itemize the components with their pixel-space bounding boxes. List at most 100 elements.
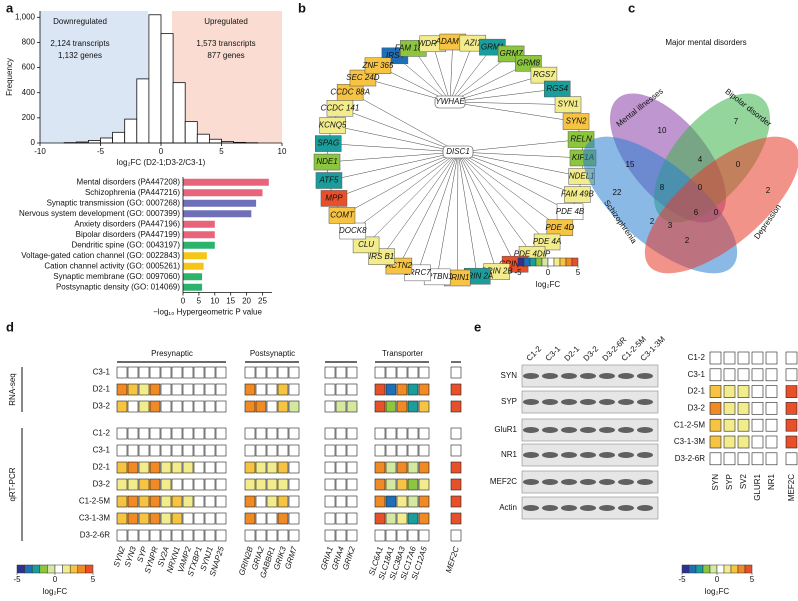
heatmap-cell — [138, 444, 150, 457]
heatmap-cell — [215, 400, 227, 413]
colorbar-tick-label: 5 — [91, 575, 96, 584]
heatmap-cell — [407, 478, 419, 491]
heatmap-cell — [204, 400, 216, 413]
x-tick-label: 0 — [159, 147, 164, 156]
colorbar-swatch — [31, 564, 41, 574]
blot-band — [580, 399, 596, 405]
heatmap-cell — [215, 444, 227, 457]
heatmap-cell — [450, 444, 462, 457]
gene-label: SYN2 — [566, 117, 587, 126]
edge — [457, 151, 561, 228]
heatmap-cell — [160, 366, 172, 379]
edge — [457, 151, 583, 159]
heatmap-cell — [450, 529, 462, 542]
colorbar-tick-label: 0 — [715, 575, 720, 584]
heatmap-cell — [374, 444, 386, 457]
row-label: C1-2-5M — [79, 497, 110, 506]
heatmap-cell — [374, 400, 386, 413]
heatmap-cell — [149, 495, 161, 508]
histogram-bar — [184, 121, 198, 144]
x-axis-label: −log₁₀ Hypergeometric P value — [153, 308, 262, 317]
heatmap-cell — [374, 495, 386, 508]
heatmap-cell — [244, 529, 256, 542]
heatmap-cell — [288, 427, 300, 440]
gene-label: COMT — [330, 211, 355, 220]
heatmap-cell — [193, 495, 205, 508]
x-tick-label: 5 — [219, 147, 224, 156]
bar — [183, 283, 203, 291]
edge — [449, 74, 544, 103]
edge — [350, 92, 459, 153]
heatmap-cell — [385, 383, 397, 396]
heatmap-cell — [160, 444, 172, 457]
heatmap-cell — [324, 478, 336, 491]
histogram-bar — [208, 138, 222, 144]
heatmap-cell — [737, 368, 750, 382]
heatmap-cell — [266, 512, 278, 525]
heatmap-cell — [160, 427, 172, 440]
colorbar-swatch — [39, 564, 48, 574]
colorbar-swatch — [702, 564, 711, 574]
gene-node — [533, 233, 561, 251]
heatmap-cell — [160, 400, 172, 413]
venn-count: 2 — [766, 186, 771, 195]
heatmap-cell — [266, 400, 278, 413]
edge — [449, 43, 474, 103]
heatmap-cell — [266, 383, 278, 396]
colorbar-tick-label: -5 — [514, 268, 522, 277]
histogram-bar — [100, 137, 113, 144]
heatmap-cell — [193, 400, 205, 413]
blot-band — [599, 505, 615, 511]
gene-label: GRM1 — [481, 42, 504, 51]
colorbar-swatch — [85, 564, 94, 574]
category-label: Schizophrenia (PA447216) — [85, 188, 180, 197]
colorbar-swatch — [77, 564, 86, 574]
gene-node — [320, 190, 348, 207]
row-label: C3-1 — [93, 446, 111, 455]
heatmap-cell — [277, 400, 289, 413]
heatmap-cell — [346, 444, 358, 457]
colorbar-swatch — [681, 564, 690, 574]
gene-label: KCNQ5 — [319, 121, 347, 130]
column-label: SV2 — [739, 473, 748, 489]
blot-band — [599, 427, 615, 433]
row-label: C3-1-3M — [674, 437, 705, 446]
heatmap-cell — [138, 478, 150, 491]
edge — [457, 151, 571, 212]
heatmap-cell — [215, 366, 227, 379]
heatmap-cell — [255, 512, 267, 525]
blot-band — [618, 452, 634, 458]
heatmap-cell — [765, 452, 778, 466]
heatmap-cell — [116, 461, 128, 474]
blot-band — [561, 373, 577, 379]
x-tick-label: 15 — [226, 297, 235, 306]
edge — [457, 139, 582, 153]
heatmap-cell — [346, 366, 358, 379]
heatmap-cell — [138, 366, 150, 379]
annotation: Upregulated — [204, 17, 248, 26]
heatmap-cell — [149, 383, 161, 396]
heatmap-cell — [374, 461, 386, 474]
heatmap-cell — [723, 435, 736, 449]
gene-label: ACTN2 — [385, 261, 413, 270]
heatmap-cell — [116, 383, 128, 396]
heatmap-cell — [277, 461, 289, 474]
gene-label: NDE1 — [316, 157, 337, 166]
heatmap-cell — [127, 461, 139, 474]
x-tick-label: 25 — [258, 297, 267, 306]
venn-count: 0 — [698, 183, 703, 192]
heatmap-cell — [737, 385, 750, 398]
gene-label: PDE 4D — [545, 223, 574, 232]
heatmap-cell — [182, 366, 194, 379]
heatmap-cell — [277, 529, 289, 542]
heatmap-cell — [418, 444, 430, 457]
gene-label: SPAG — [317, 139, 339, 148]
heatmap-cell — [385, 461, 397, 474]
blot-band — [523, 452, 539, 458]
row-label: C1-2-5M — [674, 420, 705, 429]
blot-band — [599, 479, 615, 485]
venn-count: 0 — [736, 160, 741, 169]
blot-band — [561, 399, 577, 405]
heatmap-cell — [418, 529, 430, 542]
x-tick-label: -5 — [97, 147, 105, 156]
